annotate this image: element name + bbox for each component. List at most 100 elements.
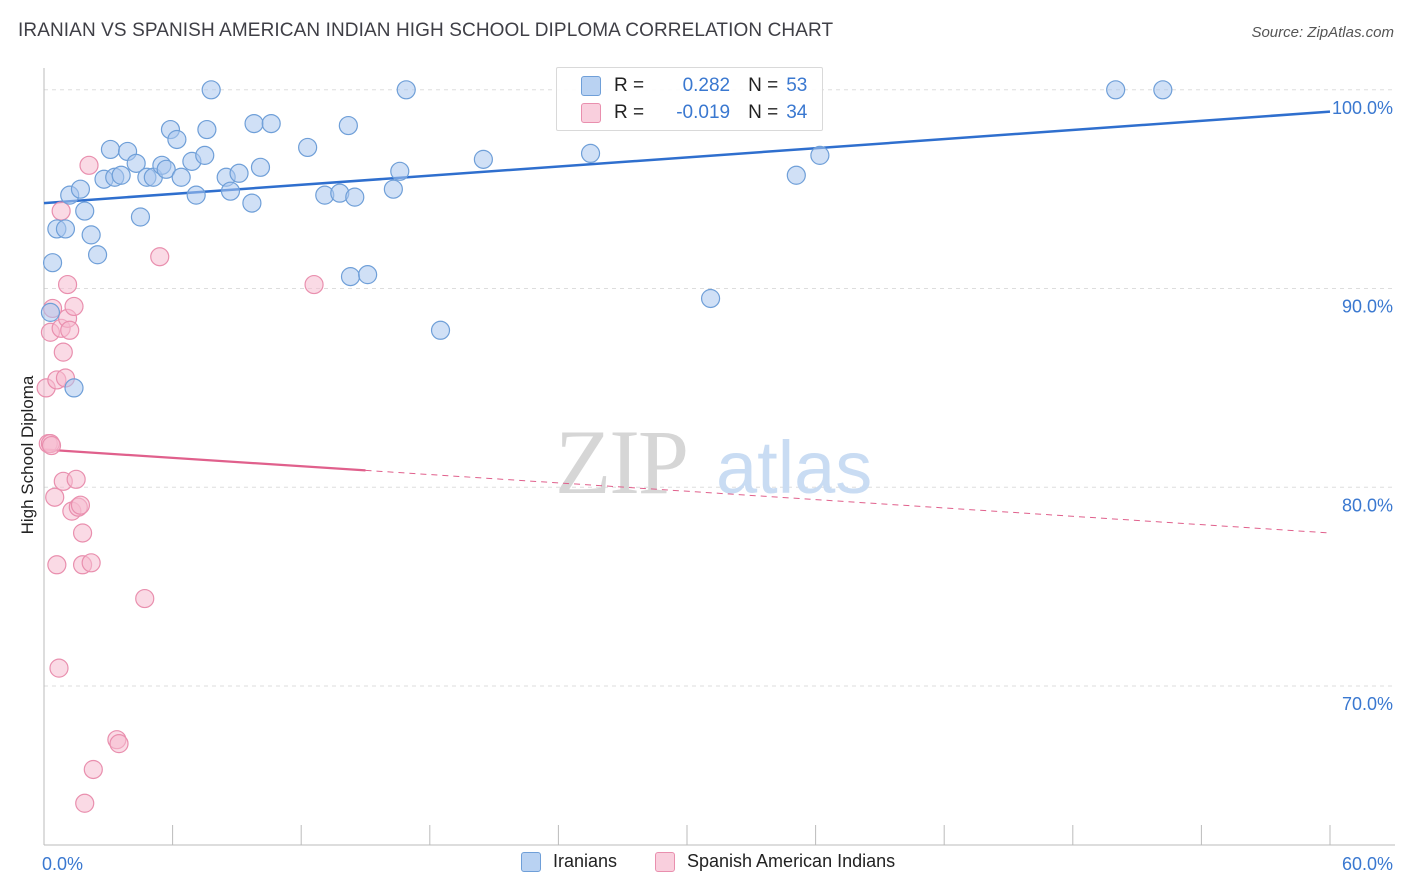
point-iranians bbox=[242, 193, 262, 213]
point-spanish-american-indians bbox=[75, 793, 95, 813]
point-iranians bbox=[111, 165, 131, 185]
point-iranians bbox=[40, 302, 61, 322]
point-spanish-american-indians bbox=[53, 342, 73, 362]
y-tick-label: 80.0% bbox=[1342, 495, 1393, 515]
watermark: ZIP atlas bbox=[555, 411, 872, 513]
point-iranians bbox=[201, 80, 221, 100]
legend-n-label: N = bbox=[748, 75, 779, 96]
point-iranians bbox=[229, 163, 249, 183]
point-iranians bbox=[473, 149, 493, 169]
point-spanish-american-indians bbox=[66, 469, 86, 489]
point-spanish-american-indians bbox=[70, 495, 91, 515]
trend-line-spanish-american-indians-dashed bbox=[365, 469, 1331, 534]
point-spanish-american-indians bbox=[45, 487, 65, 507]
point-iranians bbox=[186, 185, 206, 205]
point-spanish-american-indians bbox=[79, 155, 99, 175]
legend-n-label: N = bbox=[748, 102, 779, 123]
point-spanish-american-indians bbox=[150, 247, 170, 267]
point-iranians bbox=[130, 207, 151, 227]
legend-swatch-spanish-american-indians bbox=[581, 103, 601, 123]
point-iranians bbox=[1153, 80, 1173, 100]
point-spanish-american-indians bbox=[60, 320, 80, 340]
legend-row-spanish-american-indians: R = -0.019 N = 34 bbox=[581, 100, 807, 126]
x-tick-label: 0.0% bbox=[42, 854, 83, 874]
point-spanish-american-indians bbox=[47, 555, 67, 575]
legend-r-label: R = bbox=[614, 102, 645, 123]
point-iranians bbox=[75, 201, 95, 221]
bottom-legend-label-spanish-american-indians: Spanish American Indians bbox=[687, 851, 896, 871]
point-iranians bbox=[42, 253, 63, 273]
point-spanish-american-indians bbox=[41, 435, 62, 456]
point-iranians bbox=[345, 187, 365, 207]
legend-r-value-iranians: 0.282 bbox=[682, 75, 731, 96]
bottom-legend-swatch-spanish-american-indians bbox=[655, 851, 675, 872]
point-iranians bbox=[700, 288, 721, 309]
point-iranians bbox=[87, 245, 108, 265]
point-iranians bbox=[261, 113, 281, 134]
grid-lines bbox=[44, 89, 1395, 687]
point-spanish-american-indians bbox=[304, 274, 324, 295]
point-spanish-american-indians bbox=[72, 523, 93, 543]
point-iranians bbox=[810, 145, 830, 165]
x-tick-label: 60.0% bbox=[1342, 854, 1393, 874]
point-spanish-american-indians bbox=[57, 274, 78, 295]
point-spanish-american-indians bbox=[49, 658, 69, 678]
point-iranians bbox=[580, 143, 601, 164]
point-iranians bbox=[126, 153, 146, 173]
point-iranians bbox=[70, 179, 91, 199]
data-points bbox=[36, 80, 1173, 813]
point-iranians bbox=[55, 219, 76, 239]
point-iranians bbox=[195, 145, 215, 165]
y-tick-label: 90.0% bbox=[1342, 297, 1393, 317]
point-iranians bbox=[786, 165, 806, 185]
point-iranians bbox=[64, 378, 84, 398]
point-iranians bbox=[81, 225, 101, 245]
point-iranians bbox=[1106, 80, 1126, 100]
point-spanish-american-indians bbox=[51, 201, 71, 221]
bottom-legend-label-iranians: Iranians bbox=[553, 851, 618, 871]
axes bbox=[43, 68, 1395, 846]
legend-row-iranians: R = 0.282 N = 53 bbox=[581, 73, 807, 99]
correlation-legend: R = 0.282 N = 53 R = -0.019 N = 34 bbox=[556, 67, 823, 131]
trend-line-spanish-american-indians bbox=[43, 448, 366, 472]
point-iranians bbox=[358, 265, 378, 285]
point-iranians bbox=[220, 181, 241, 201]
point-spanish-american-indians bbox=[109, 734, 129, 754]
point-iranians bbox=[197, 119, 217, 140]
trend-line-iranians bbox=[43, 110, 1331, 205]
legend-r-label: R = bbox=[614, 75, 645, 96]
point-iranians bbox=[244, 113, 264, 134]
bottom-legend-swatch-iranians bbox=[521, 851, 541, 872]
y-axis-label: High School Diploma bbox=[18, 375, 37, 535]
point-spanish-american-indians bbox=[135, 588, 155, 609]
bottom-legend-spanish-american-indians: Spanish American Indians bbox=[655, 851, 895, 872]
point-iranians bbox=[383, 179, 403, 199]
trend-lines bbox=[43, 110, 1331, 534]
point-iranians bbox=[156, 159, 176, 179]
point-spanish-american-indians bbox=[83, 759, 103, 780]
point-spanish-american-indians bbox=[64, 296, 84, 317]
point-spanish-american-indians bbox=[81, 553, 101, 573]
point-iranians bbox=[298, 137, 318, 158]
y-tick-label: 100.0% bbox=[1332, 98, 1393, 118]
watermark-atlas: atlas bbox=[716, 426, 872, 509]
point-iranians bbox=[167, 129, 187, 150]
bottom-legend-iranians: Iranians bbox=[521, 851, 617, 872]
point-iranians bbox=[390, 161, 410, 181]
point-iranians bbox=[340, 267, 361, 287]
source-label: Source: ZipAtlas.com bbox=[1251, 24, 1394, 41]
point-iranians bbox=[430, 320, 451, 340]
point-iranians bbox=[250, 157, 271, 177]
tick-labels: 100.0% 90.0% 80.0% 70.0% 0.0% 60.0% bbox=[42, 98, 1393, 874]
watermark-zip: ZIP bbox=[555, 411, 687, 513]
point-iranians bbox=[171, 167, 191, 187]
point-iranians bbox=[338, 115, 358, 136]
y-tick-label: 70.0% bbox=[1342, 694, 1393, 714]
legend-r-value-spanish-american-indians: -0.019 bbox=[676, 102, 731, 123]
point-iranians bbox=[100, 139, 121, 160]
legend-swatch-iranians bbox=[581, 76, 601, 96]
legend-n-value-iranians: 53 bbox=[786, 75, 808, 96]
chart-title: IRANIAN VS SPANISH AMERICAN INDIAN HIGH … bbox=[18, 20, 834, 41]
legend-n-value-spanish-american-indians: 34 bbox=[786, 102, 808, 123]
